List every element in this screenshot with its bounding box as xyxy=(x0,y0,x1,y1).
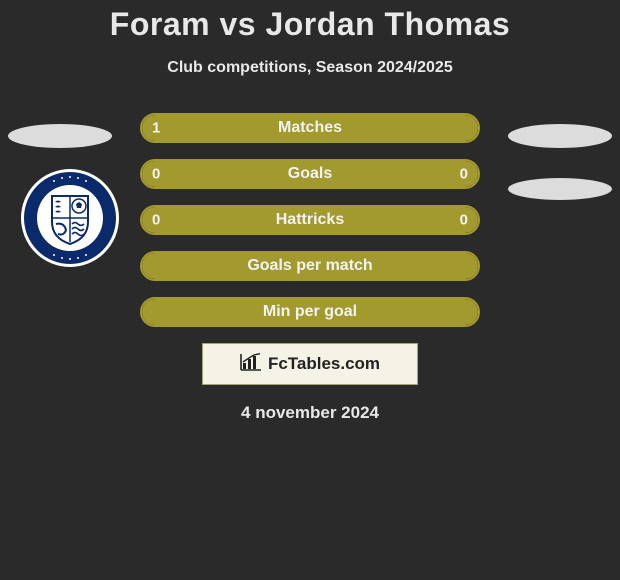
date-text: 4 november 2024 xyxy=(0,403,620,423)
subtitle: Club competitions, Season 2024/2025 xyxy=(0,59,620,77)
stat-value-right: 0 xyxy=(460,212,468,229)
club-badge-left xyxy=(20,168,120,268)
stat-label: Goals per match xyxy=(247,257,372,275)
stat-label: Matches xyxy=(278,119,342,137)
stat-value-right: 0 xyxy=(460,166,468,183)
page-title: Foram vs Jordan Thomas xyxy=(0,0,620,43)
stat-value-left: 0 xyxy=(152,212,160,229)
stat-label: Min per goal xyxy=(263,303,357,321)
stat-bar: 0 0 Hattricks xyxy=(140,205,480,235)
bar-chart-icon xyxy=(240,353,262,376)
stat-label: Hattricks xyxy=(276,211,344,229)
player-photo-placeholder-left xyxy=(8,124,112,148)
stats-bars: 1 Matches 0 0 Goals 0 0 Hattricks Goals per matc… xyxy=(140,113,480,327)
club-badge-placeholder-right xyxy=(508,178,612,200)
stat-bar: Min per goal xyxy=(140,297,480,327)
stat-bar: 0 0 Goals xyxy=(140,159,480,189)
player-photo-placeholder-right xyxy=(508,124,612,148)
stat-label: Goals xyxy=(288,165,332,183)
stat-value-left: 1 xyxy=(152,120,160,137)
brand-text: FcTables.com xyxy=(268,354,380,374)
fctables-logo[interactable]: FcTables.com xyxy=(202,343,418,385)
stat-value-left: 0 xyxy=(152,166,160,183)
stat-bar: Goals per match xyxy=(140,251,480,281)
stat-bar: 1 Matches xyxy=(140,113,480,143)
